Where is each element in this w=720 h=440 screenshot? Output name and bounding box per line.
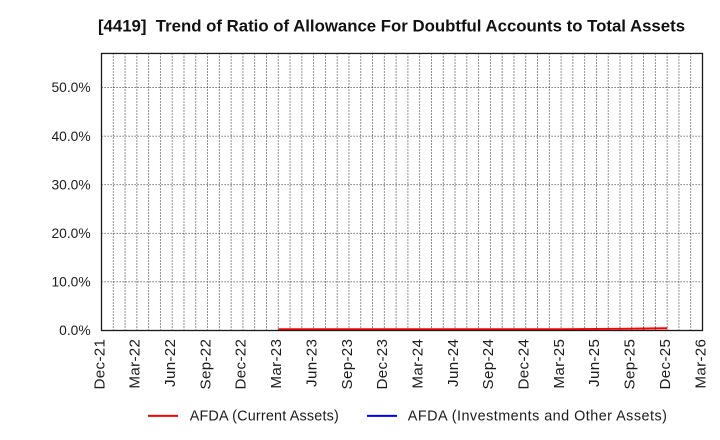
svg-text:Sep-23: Sep-23 xyxy=(339,339,356,390)
svg-text:Dec-23: Dec-23 xyxy=(374,339,391,390)
svg-text:20.0%: 20.0% xyxy=(51,226,90,241)
svg-text:Sep-22: Sep-22 xyxy=(197,339,214,390)
svg-text:10.0%: 10.0% xyxy=(51,274,90,289)
svg-text:Mar-26: Mar-26 xyxy=(692,339,709,389)
svg-text:50.0%: 50.0% xyxy=(51,80,90,95)
svg-text:AFDA (Current Assets): AFDA (Current Assets) xyxy=(190,408,339,424)
svg-text:Sep-24: Sep-24 xyxy=(480,339,497,390)
svg-text:Dec-24: Dec-24 xyxy=(516,339,533,390)
svg-text:40.0%: 40.0% xyxy=(51,129,90,144)
svg-text:0.0%: 0.0% xyxy=(59,323,90,338)
svg-text:Jun-23: Jun-23 xyxy=(303,339,320,387)
svg-text:Sep-25: Sep-25 xyxy=(622,339,639,390)
svg-text:Dec-21: Dec-21 xyxy=(91,339,108,390)
svg-text:[4419] Trend of Ratio of Allo: [4419] Trend of Ratio of Allowance For D… xyxy=(98,16,685,35)
svg-text:Mar-23: Mar-23 xyxy=(268,339,285,389)
svg-text:Mar-24: Mar-24 xyxy=(409,339,426,389)
svg-text:Jun-22: Jun-22 xyxy=(162,339,179,387)
svg-text:Jun-25: Jun-25 xyxy=(586,339,603,387)
svg-text:Dec-25: Dec-25 xyxy=(657,339,674,390)
svg-text:Mar-22: Mar-22 xyxy=(127,339,144,389)
svg-text:Dec-22: Dec-22 xyxy=(233,339,250,390)
svg-text:Jun-24: Jun-24 xyxy=(445,339,462,387)
svg-text:AFDA (Investments and Other As: AFDA (Investments and Other Assets) xyxy=(408,408,668,424)
svg-text:30.0%: 30.0% xyxy=(51,177,90,192)
svg-text:Mar-25: Mar-25 xyxy=(551,339,568,389)
